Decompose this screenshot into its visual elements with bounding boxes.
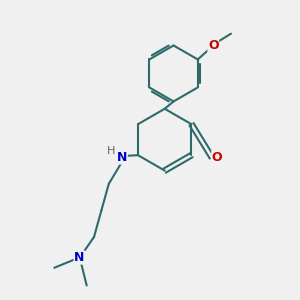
Text: N: N	[74, 251, 85, 264]
Text: O: O	[208, 39, 219, 52]
Text: H: H	[107, 146, 115, 157]
Text: N: N	[117, 151, 127, 164]
Text: O: O	[212, 151, 222, 164]
